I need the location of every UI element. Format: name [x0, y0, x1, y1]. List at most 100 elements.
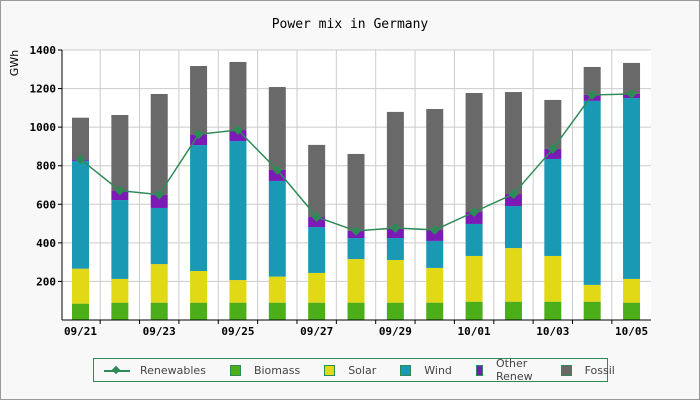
legend-line-swatch	[104, 366, 130, 375]
bar-wind	[150, 207, 168, 265]
bar-wind	[386, 238, 404, 261]
bar-solar	[623, 278, 641, 303]
bar-fossil	[583, 66, 601, 95]
bar-other-renew	[308, 217, 326, 228]
bar-biomass	[426, 302, 444, 320]
y-tick-label: 200	[36, 275, 56, 288]
x-tick-label: 09/25	[221, 325, 254, 338]
bar-other-renew	[190, 134, 208, 146]
bar-solar	[268, 276, 286, 303]
x-tick-label: 10/03	[536, 325, 569, 338]
y-tick-label: 400	[36, 237, 56, 250]
bar-other-renew	[465, 212, 483, 224]
bar-biomass	[111, 302, 129, 320]
legend-item-renewables: Renewables	[104, 364, 206, 377]
bar-wind	[583, 100, 601, 285]
bar-biomass	[386, 302, 404, 320]
bar-solar	[229, 280, 247, 303]
x-tick-label: 09/23	[143, 325, 176, 338]
bar-wind	[426, 240, 444, 268]
bar-wind	[111, 200, 129, 279]
bar-other-renew	[268, 169, 286, 181]
bar-solar	[111, 278, 129, 303]
bar-solar	[150, 264, 168, 303]
legend-label: Renewables	[140, 363, 206, 377]
bar-solar	[190, 271, 208, 303]
bar-fossil	[111, 114, 129, 191]
bar-fossil	[229, 61, 247, 131]
bar-biomass	[268, 302, 286, 320]
legend-item-fossil: Fossil	[560, 363, 615, 377]
bar-other-renew	[229, 130, 247, 142]
bar-wind	[308, 227, 326, 273]
bar-biomass	[229, 302, 247, 320]
bar-solar	[426, 267, 444, 303]
bar-solar	[72, 268, 89, 304]
y-axis-label: GWh	[8, 50, 21, 76]
legend-label: Fossil	[584, 363, 615, 377]
renewables-point	[114, 185, 125, 196]
bar-wind	[465, 223, 483, 256]
bar-wind	[623, 98, 641, 279]
renewables-point	[390, 223, 401, 233]
renewables-point	[193, 129, 204, 140]
bar-biomass	[150, 302, 168, 320]
legend-label: Other Renew	[496, 357, 533, 383]
bar-fossil	[623, 62, 641, 94]
renewables-point	[351, 225, 361, 236]
bar-wind	[229, 141, 247, 281]
bar-wind	[504, 206, 522, 249]
y-tick-label: 1400	[30, 44, 57, 57]
bar-fossil	[268, 87, 286, 170]
bar-biomass	[465, 301, 483, 320]
legend-item-other-renew: Other Renew	[475, 357, 537, 383]
y-tick-label: 1000	[30, 121, 57, 134]
bar-fossil	[465, 93, 483, 212]
chart-title: Power mix in Germany	[272, 17, 429, 32]
bar-biomass	[190, 302, 208, 320]
bar-biomass	[504, 301, 522, 320]
legend-swatch	[229, 364, 241, 376]
bar-solar	[308, 272, 326, 303]
bar-other-renew	[504, 194, 522, 207]
renewables-point	[469, 207, 480, 217]
bar-fossil	[190, 66, 208, 135]
x-tick-label: 09/29	[379, 325, 412, 338]
renewables-point	[626, 89, 637, 99]
bar-fossil	[386, 111, 404, 229]
bar-wind	[544, 158, 562, 256]
bar-solar	[504, 248, 522, 302]
bar-biomass	[308, 302, 326, 320]
bar-fossil	[308, 144, 326, 218]
bar-solar	[465, 255, 483, 302]
renewables-point	[547, 143, 558, 154]
legend-label: Biomass	[253, 363, 301, 377]
legend-item-wind: Wind	[400, 364, 452, 377]
legend-item-biomass: Biomass	[229, 363, 301, 377]
legend-swatch	[475, 364, 484, 376]
x-tick-label: 10/05	[615, 325, 648, 338]
bar-fossil	[544, 99, 562, 149]
bar-other-renew	[386, 228, 404, 239]
bar-other-renew	[150, 194, 168, 208]
renewables-point	[311, 212, 322, 222]
x-tick-label: 09/27	[300, 325, 333, 338]
renewables-point	[154, 189, 165, 200]
legend-swatch	[324, 364, 336, 376]
bar-solar	[347, 259, 365, 303]
bar-biomass	[583, 301, 601, 320]
bar-fossil	[426, 109, 444, 230]
renewables-point	[429, 224, 440, 235]
legend-label: Wind	[424, 363, 452, 377]
bar-wind	[347, 238, 365, 260]
bar-biomass	[347, 302, 365, 320]
renewables-point	[272, 165, 283, 175]
bar-fossil	[504, 92, 522, 195]
legend-label: Solar	[348, 363, 377, 377]
renewables-point	[75, 154, 86, 165]
bar-fossil	[72, 117, 89, 160]
bar-other-renew	[426, 229, 444, 241]
bar-fossil	[150, 93, 168, 195]
legend-item-solar: Solar	[324, 364, 376, 377]
